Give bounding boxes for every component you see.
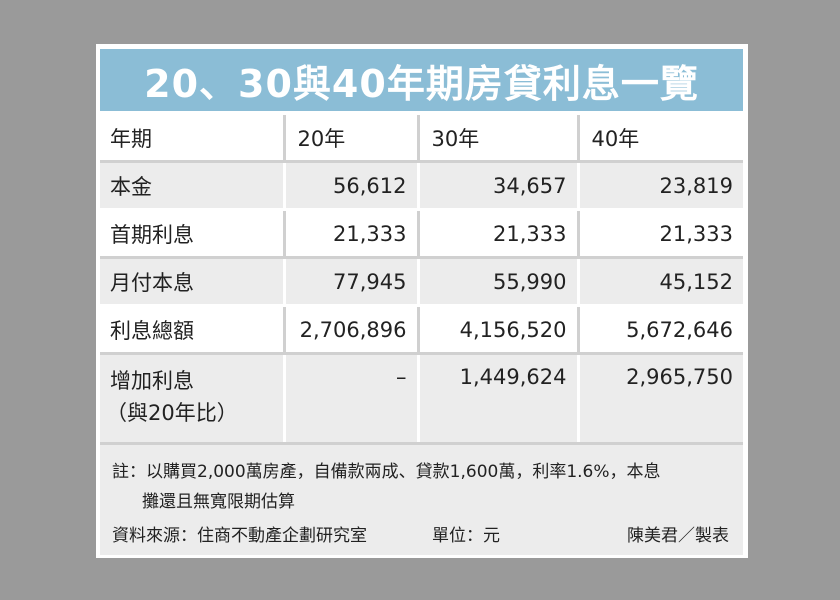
- table-row: 首期利息 21,333 21,333 21,333: [100, 209, 743, 259]
- table-cell: 2,706,896: [284, 305, 420, 355]
- table-cell: 23,819: [578, 161, 743, 211]
- row-label: 月付本息: [100, 257, 286, 307]
- column-header: 30年: [418, 115, 580, 163]
- row-label-sub: （與20年比）: [106, 401, 238, 425]
- table-cell: 21,333: [284, 209, 420, 259]
- table-cell: 2,965,750: [578, 353, 743, 442]
- data-table: 年期 20年 30年 40年 本金 56,612 34,657 23,819 首…: [100, 115, 743, 442]
- footnote-line-2: 攤還且無寬限期估算: [142, 492, 295, 512]
- table-cell: 45,152: [578, 257, 743, 307]
- table-cell: 5,672,646: [578, 305, 743, 355]
- table-title: 20、30與40年期房貸利息一覽: [144, 61, 699, 106]
- table-cell: 4,156,520: [418, 305, 580, 355]
- row-label: 本金: [100, 161, 286, 211]
- table-cell: 1,449,624: [418, 353, 580, 442]
- row-label: 利息總額: [100, 305, 286, 355]
- title-bar: 20、30與40年期房貸利息一覽: [100, 49, 743, 111]
- unit-label: 單位：元: [432, 526, 500, 546]
- footnote-line-1: 註：以購買2,000萬房產，自備款兩成、貸款1,600萬，利率1.6%，本息: [112, 462, 661, 482]
- header-row: 年期 20年 30年 40年: [100, 115, 743, 163]
- table-cell: 56,612: [284, 161, 420, 211]
- table-cell: 21,333: [578, 209, 743, 259]
- column-header: 20年: [284, 115, 420, 163]
- table-cell: 55,990: [418, 257, 580, 307]
- table-cell: –: [284, 353, 420, 442]
- row-label-main: 增加利息: [110, 369, 194, 393]
- table-cell: 21,333: [418, 209, 580, 259]
- table-row: 利息總額 2,706,896 4,156,520 5,672,646: [100, 305, 743, 355]
- table-row: 月付本息 77,945 55,990 45,152: [100, 257, 743, 307]
- table-cell: 34,657: [418, 161, 580, 211]
- notes-panel: 註：以購買2,000萬房產，自備款兩成、貸款1,600萬，利率1.6%，本息 攤…: [100, 442, 743, 555]
- table-cell: 77,945: [284, 257, 420, 307]
- table-row: 增加利息 （與20年比） – 1,449,624 2,965,750: [100, 353, 743, 442]
- column-header: 40年: [578, 115, 743, 163]
- author-credit: 陳美君／製表: [627, 526, 729, 546]
- column-header: 年期: [100, 115, 286, 163]
- table-card: 20、30與40年期房貸利息一覽 年期 20年 30年 40年 本金 56,61…: [96, 44, 748, 558]
- row-label: 首期利息: [100, 209, 286, 259]
- table-row: 本金 56,612 34,657 23,819: [100, 161, 743, 211]
- row-label: 增加利息 （與20年比）: [100, 353, 286, 442]
- data-source: 資料來源：住商不動產企劃研究室: [112, 526, 367, 546]
